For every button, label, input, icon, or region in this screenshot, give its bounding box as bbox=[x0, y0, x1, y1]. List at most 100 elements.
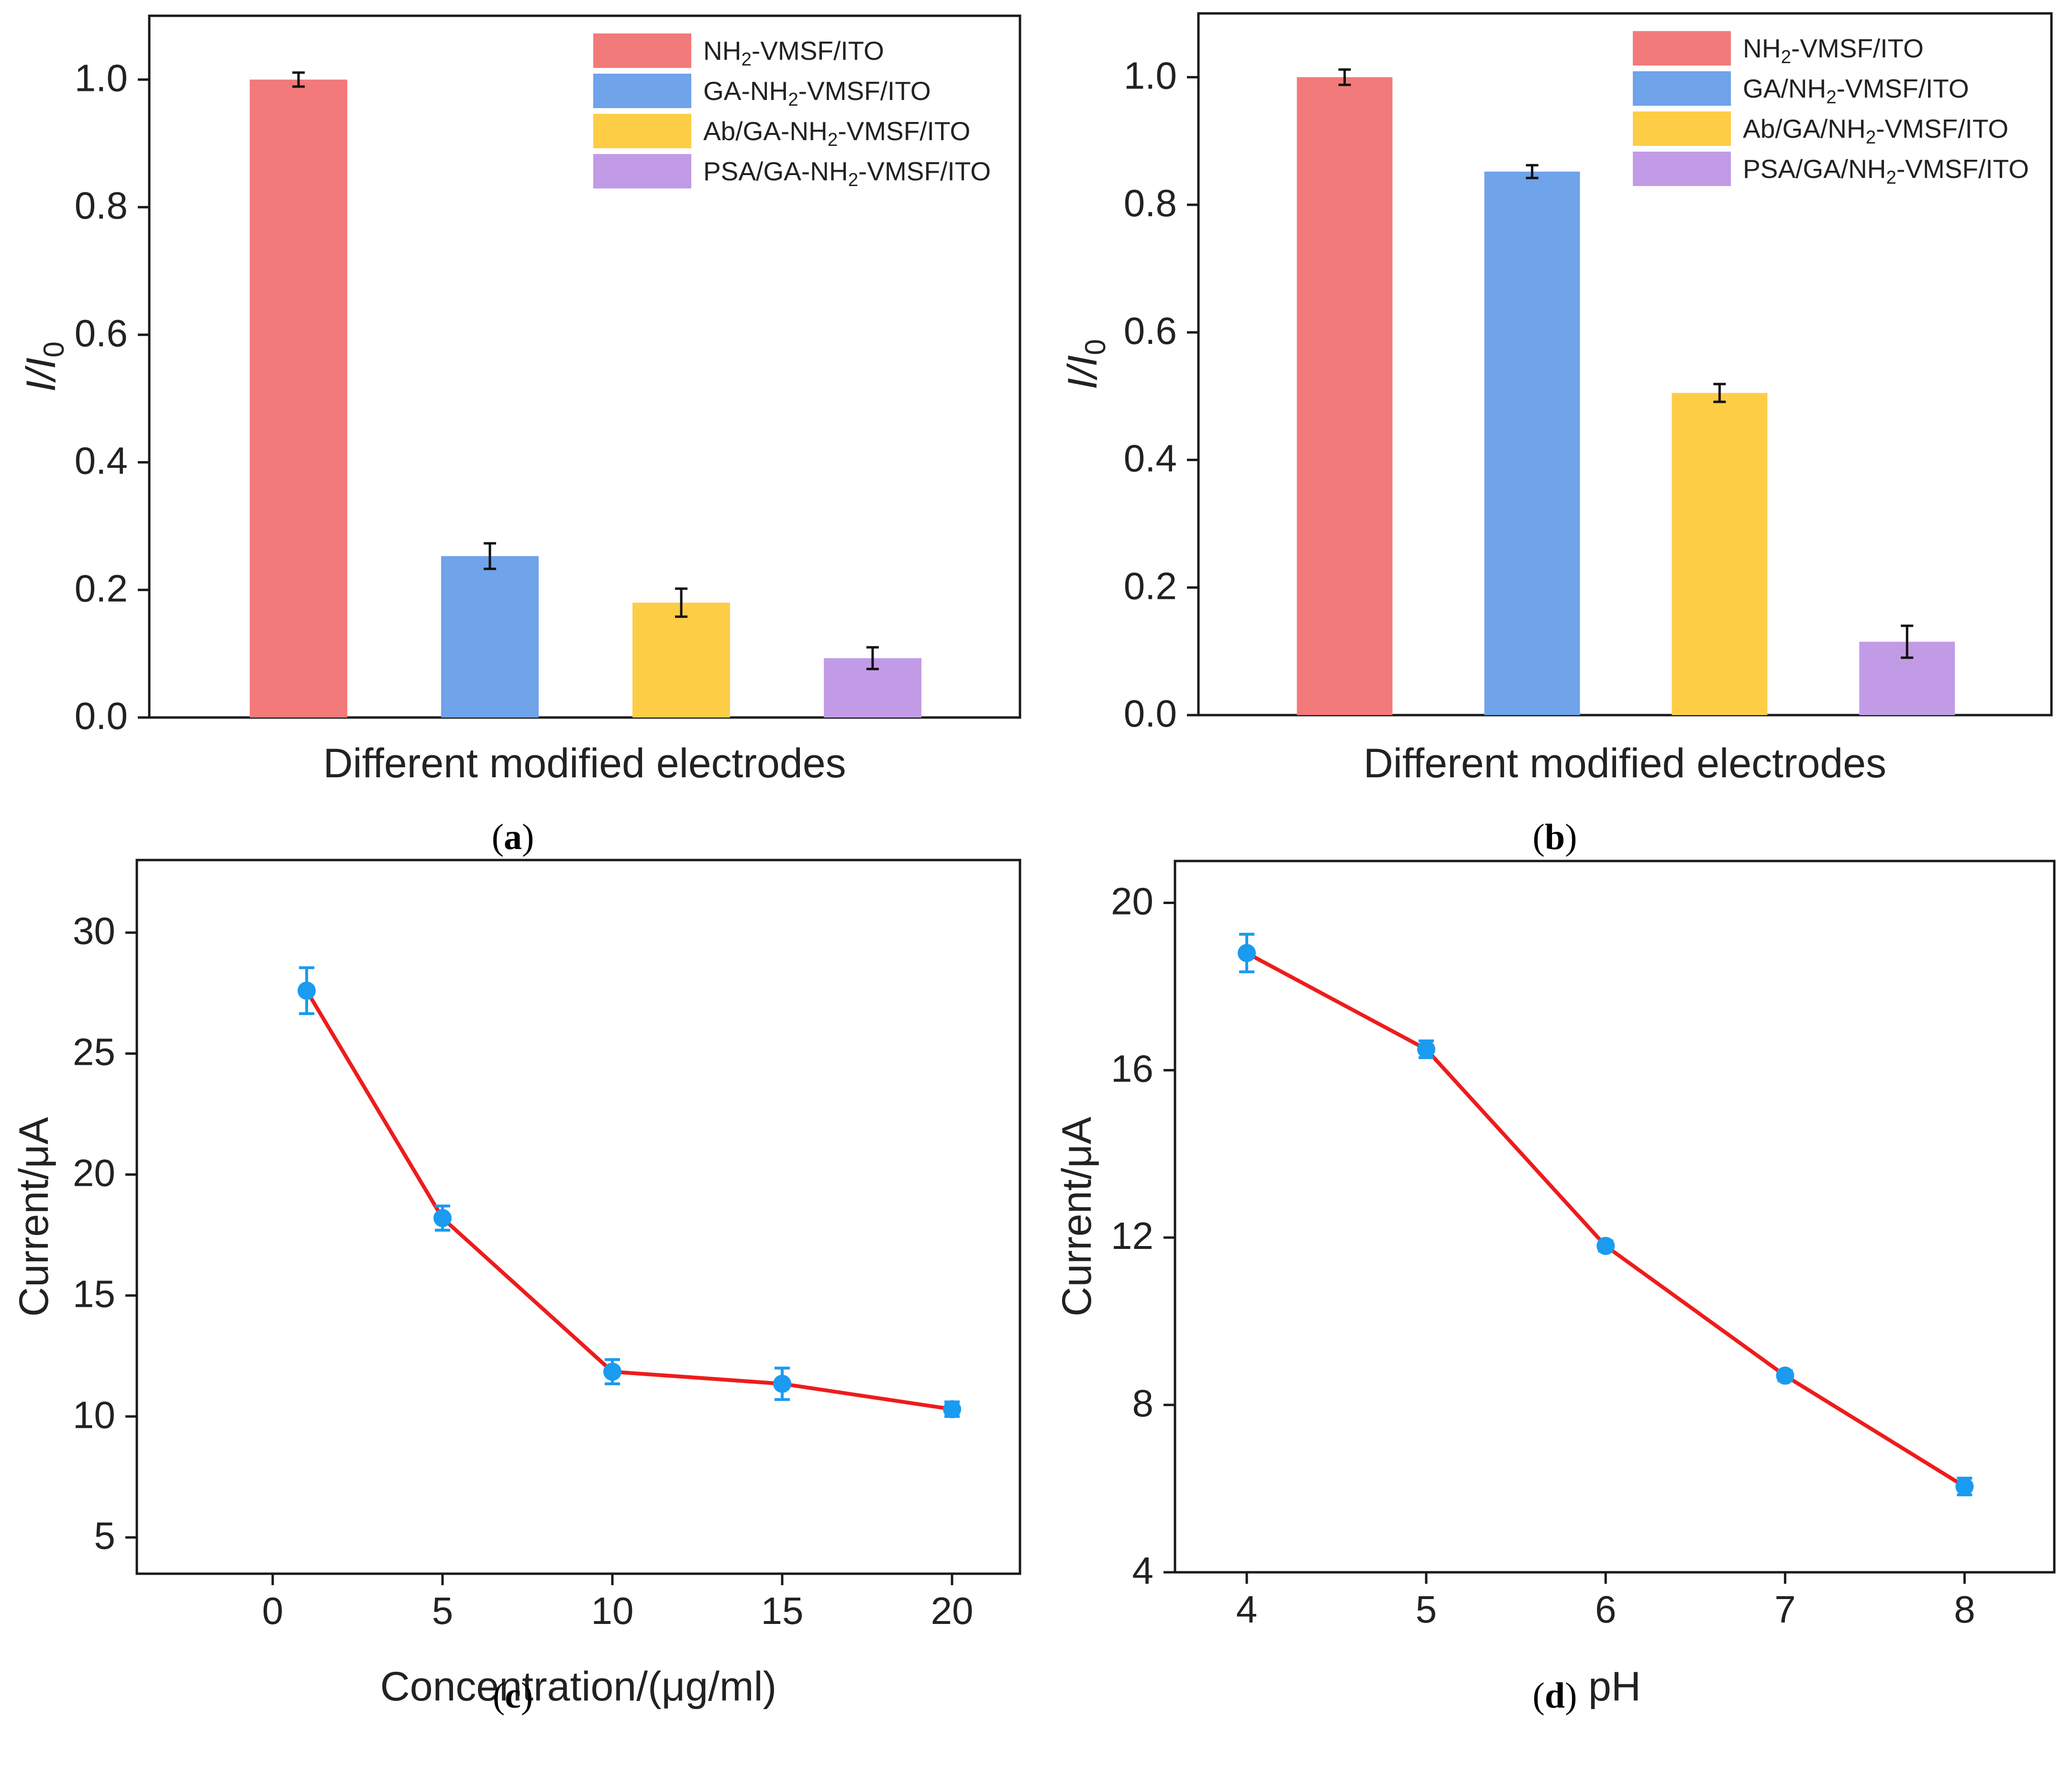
x-tick-label: 5 bbox=[432, 1589, 454, 1632]
data-point bbox=[1776, 1366, 1795, 1385]
data-point bbox=[1238, 944, 1256, 962]
y-axis-label: I/I0 bbox=[1060, 339, 1111, 389]
plot-frame bbox=[135, 859, 1021, 1575]
panel-c: 5 10 15 20 25 30 0 5 10 15 20 Current/μA Concentrati… bbox=[11, 859, 1021, 1716]
data-point bbox=[298, 982, 316, 1000]
y-tick-label: 4 bbox=[1132, 1549, 1154, 1592]
y-tick-label: 25 bbox=[73, 1031, 115, 1073]
y-axis: 4 8 12 16 20 bbox=[1111, 880, 1175, 1592]
legend-swatch bbox=[1633, 111, 1731, 146]
legend-label: NH2-VMSF/ITO bbox=[1743, 33, 1924, 67]
y-tick-label: 16 bbox=[1111, 1047, 1153, 1090]
legend-swatch bbox=[593, 114, 691, 148]
bar-1 bbox=[1296, 77, 1393, 715]
data-point bbox=[1417, 1040, 1436, 1059]
plot-frame bbox=[1197, 12, 2053, 717]
legend-label: NH2-VMSF/ITO bbox=[703, 36, 884, 70]
plot-frame bbox=[148, 14, 1021, 719]
x-tick-label: 8 bbox=[1954, 1588, 1975, 1631]
x-axis: 4 5 6 7 8 bbox=[1236, 1572, 1975, 1631]
data-point bbox=[943, 1400, 961, 1419]
y-tick-label: 0.8 bbox=[75, 184, 128, 227]
y-tick-label: 1.0 bbox=[1124, 54, 1177, 97]
legend-swatch bbox=[1633, 71, 1731, 106]
y-tick-label: 20 bbox=[1111, 880, 1153, 922]
x-axis-label: pH bbox=[1588, 1664, 1641, 1710]
bar-3 bbox=[632, 602, 730, 717]
y-axis: 0.0 0.2 0.4 0.6 0.8 1.0 bbox=[75, 56, 149, 737]
legend-swatch bbox=[593, 154, 691, 188]
panel-b: 0.0 0.2 0.4 0.6 0.8 1.0 NH2-VMSF/ITO GA/NH2-VMS… bbox=[1060, 12, 2053, 857]
y-tick-label: 15 bbox=[73, 1272, 115, 1315]
legend: NH2-VMSF/ITO GA-NH2-VMSF/ITO Ab/GA-NH2-VMS… bbox=[593, 33, 991, 190]
x-tick-label: 20 bbox=[931, 1589, 974, 1632]
x-tick-label: 6 bbox=[1595, 1588, 1617, 1631]
series-line bbox=[1246, 951, 1966, 1489]
x-tick-label: 10 bbox=[591, 1589, 634, 1632]
legend-label: Ab/GA/NH2-VMSF/ITO bbox=[1743, 114, 2008, 148]
legend: NH2-VMSF/ITO GA/NH2-VMSF/ITO Ab/GA/NH2-VMS… bbox=[1633, 31, 2029, 188]
data-point bbox=[773, 1374, 791, 1393]
y-tick-label: 0.0 bbox=[1124, 692, 1177, 735]
y-tick-label: 0.4 bbox=[1124, 437, 1177, 480]
data-point bbox=[603, 1362, 621, 1381]
legend-swatch bbox=[1633, 31, 1731, 66]
y-axis-label: I/I0 bbox=[18, 342, 70, 392]
legend-label: PSA/GA/NH2-VMSF/ITO bbox=[1743, 154, 2029, 188]
y-tick-label: 0.2 bbox=[75, 567, 128, 609]
x-axis-label: Concentration/(μg/ml) bbox=[380, 1664, 777, 1710]
y-axis: 0.0 0.2 0.4 0.6 0.8 1.0 bbox=[1124, 54, 1198, 735]
y-axis: 5 10 15 20 25 30 bbox=[73, 910, 137, 1557]
bar-3 bbox=[1672, 393, 1768, 715]
y-axis-label: Current/μA bbox=[11, 1117, 57, 1317]
bar-2 bbox=[441, 556, 539, 717]
data-point bbox=[1955, 1477, 1974, 1496]
legend-swatch bbox=[1633, 152, 1731, 186]
y-tick-label: 1.0 bbox=[75, 56, 128, 99]
x-axis: 0 5 10 15 20 bbox=[262, 1574, 974, 1632]
legend-label: Ab/GA-NH2-VMSF/ITO bbox=[703, 116, 970, 150]
y-tick-label: 0.4 bbox=[75, 440, 128, 482]
legend-swatch bbox=[593, 33, 691, 68]
bars bbox=[250, 71, 921, 717]
legend-label: GA/NH2-VMSF/ITO bbox=[1743, 74, 1969, 108]
x-tick-label: 15 bbox=[761, 1589, 804, 1632]
y-tick-label: 0.0 bbox=[75, 695, 128, 737]
y-tick-label: 0.6 bbox=[1124, 309, 1177, 352]
panel-caption: (a) bbox=[492, 817, 534, 857]
x-tick-label: 5 bbox=[1416, 1588, 1437, 1631]
y-tick-label: 0.8 bbox=[1124, 182, 1177, 224]
y-tick-label: 5 bbox=[94, 1514, 116, 1557]
data-point bbox=[1596, 1236, 1615, 1255]
x-axis-label: Different modified electrodes bbox=[1363, 740, 1886, 786]
y-axis-label: Current/μA bbox=[1054, 1116, 1100, 1316]
y-tick-label: 10 bbox=[73, 1393, 115, 1436]
panel-a: 0.0 0.2 0.4 0.6 0.8 1.0 NH2-VMSF/ITO GA-NH2-VMS… bbox=[18, 14, 1021, 857]
panel-d: 4 8 12 16 20 4 5 6 7 8 Current/μA pH (d) bbox=[1054, 860, 2056, 1716]
bar-2 bbox=[1484, 171, 1580, 715]
panel-caption: (d) bbox=[1533, 1676, 1577, 1716]
data-points bbox=[298, 966, 961, 1419]
y-tick-label: 30 bbox=[73, 910, 115, 952]
y-tick-label: 12 bbox=[1111, 1214, 1153, 1257]
x-tick-label: 4 bbox=[1236, 1588, 1258, 1631]
bars bbox=[1296, 68, 1955, 715]
bar-1 bbox=[250, 79, 347, 717]
y-tick-label: 0.2 bbox=[1124, 564, 1177, 607]
legend-label: PSA/GA-NH2-VMSF/ITO bbox=[703, 156, 991, 190]
plot-frame bbox=[1174, 860, 2056, 1574]
data-point bbox=[433, 1209, 452, 1227]
legend-swatch bbox=[593, 74, 691, 108]
y-tick-label: 0.6 bbox=[75, 312, 128, 354]
panel-caption: (b) bbox=[1533, 817, 1577, 857]
panel-caption: (c) bbox=[493, 1676, 533, 1716]
data-points bbox=[1238, 933, 1974, 1497]
legend-label: GA-NH2-VMSF/ITO bbox=[703, 76, 931, 110]
x-axis-label: Different modified electrodes bbox=[323, 740, 846, 786]
y-tick-label: 20 bbox=[73, 1151, 115, 1194]
y-tick-label: 8 bbox=[1132, 1382, 1154, 1424]
series-line bbox=[305, 990, 953, 1412]
x-tick-label: 7 bbox=[1774, 1588, 1796, 1631]
x-tick-label: 0 bbox=[262, 1589, 284, 1632]
